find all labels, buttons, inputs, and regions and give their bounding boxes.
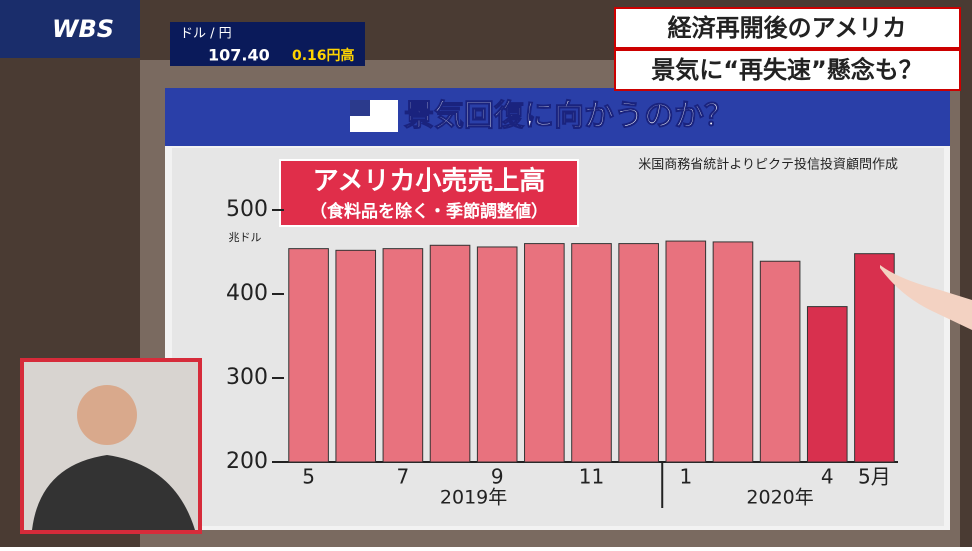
logo: WBS [52,15,114,43]
x-tick-label: 4 [821,465,834,489]
bar [382,248,424,463]
bar [665,240,707,463]
bar [854,253,895,463]
caption2-bg [614,49,961,91]
ticker-bg [170,22,365,66]
inset-body [32,455,195,530]
hand [880,265,972,330]
bar [429,244,471,463]
ticker-rate: 107.40 [208,46,270,65]
x-tick-label: 11 [579,465,604,489]
x-tick-label: 7 [397,465,410,489]
bar [476,246,518,463]
logo-bg [0,0,140,58]
chart-title: アメリカ小売売上高 [313,166,546,197]
y-tick-label: 500 [226,197,268,222]
bar [335,249,377,463]
source: 米国商務省統計よりピクテ投信投資顧問作成 [638,157,898,173]
group-label: 2020年 [746,487,813,509]
board-header-band [165,88,950,146]
y-tick-label: 400 [226,281,268,306]
ticker-change: 0.16円高 [292,47,355,64]
ticker-pair: ドル / 円 [180,27,232,42]
board-header: 景気回復に向かうのか？ [404,99,734,134]
caption-line1: 経済再開後のアメリカ [668,14,907,42]
inset-head [77,385,137,445]
x-tick-label: 5 [302,465,315,489]
bar [806,306,848,463]
bar [618,243,659,463]
chart-subtitle: （食料品を除く・季節調整値） [310,201,548,222]
y-tick-label: 200 [226,449,268,474]
bar [712,241,754,463]
bar [288,248,329,463]
y-tick-label: 300 [226,365,268,390]
x-tick-label: 5月 [858,465,891,489]
bar [571,243,612,463]
group-label: 2019年 [440,487,507,509]
x-tick-label: 9 [491,465,504,489]
flag-canton [350,100,370,116]
caption-line2: 景気に“再失速”懸念も？ [651,56,923,84]
caption1-bg [614,7,961,49]
x-tick-label: 1 [679,465,692,489]
bar [524,243,565,463]
title-box [279,159,579,227]
bar [759,260,801,463]
y-unit: 兆ドル [229,231,262,244]
